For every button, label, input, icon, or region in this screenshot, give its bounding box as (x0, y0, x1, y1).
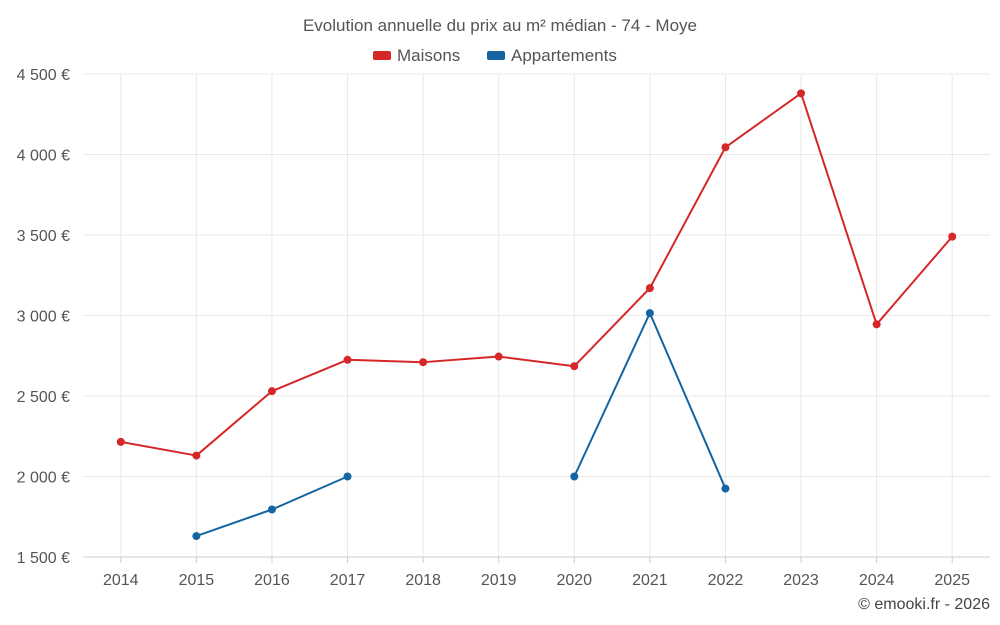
y-tick-label: 4 500 € (17, 67, 70, 84)
data-point-maisons[interactable] (116, 437, 125, 446)
credit-text: © emooki.fr - 2026 (858, 596, 990, 613)
x-tick-label: 2025 (934, 572, 970, 589)
legend: Maisons Appartements (373, 46, 617, 65)
chart-title: Evolution annuelle du prix au m² médian … (303, 16, 697, 35)
legend-item-appartements[interactable]: Appartements (487, 46, 617, 65)
series-line-maisons (120, 92, 953, 457)
x-tick-label: 2020 (556, 572, 592, 589)
x-tick-label: 2016 (254, 572, 290, 589)
x-tick-label: 2021 (632, 572, 668, 589)
data-point-appartements[interactable] (721, 484, 730, 493)
data-point-maisons[interactable] (267, 387, 276, 396)
legend-item-maisons[interactable]: Maisons (373, 46, 460, 65)
x-tick-label: 2017 (330, 572, 366, 589)
data-point-maisons[interactable] (494, 352, 503, 361)
data-point-appartements[interactable] (267, 505, 276, 514)
legend-swatch (373, 51, 391, 60)
series-lines (120, 92, 953, 538)
legend-label: Appartements (511, 46, 617, 65)
y-tick-label: 2 500 € (17, 389, 70, 406)
data-point-appartements[interactable] (192, 532, 201, 541)
axes: 1 500 € 2 000 € 2 500 € 3 000 € 3 500 € 4 000… (17, 67, 990, 589)
y-tick-label: 3 000 € (17, 309, 70, 326)
data-point-maisons[interactable] (419, 358, 428, 367)
data-point-maisons[interactable] (797, 89, 806, 98)
x-tick-label: 2018 (405, 572, 441, 589)
x-tick-label: 2019 (481, 572, 517, 589)
data-point-maisons[interactable] (343, 355, 352, 364)
y-tick-label: 4 000 € (17, 148, 70, 165)
legend-label: Maisons (397, 46, 460, 65)
data-point-appartements[interactable] (343, 472, 352, 481)
grid (83, 73, 990, 557)
data-point-maisons[interactable] (192, 451, 201, 460)
data-point-maisons[interactable] (570, 362, 579, 371)
x-tick-label: 2022 (708, 572, 744, 589)
data-point-appartements[interactable] (570, 472, 579, 481)
y-tick-label: 2 000 € (17, 470, 70, 487)
x-tick-label: 2024 (859, 572, 895, 589)
data-points (116, 89, 957, 541)
x-tick-label: 2015 (179, 572, 215, 589)
data-point-maisons[interactable] (948, 232, 957, 241)
x-tick-label: 2014 (103, 572, 139, 589)
y-tick-label: 1 500 € (17, 550, 70, 567)
legend-swatch (487, 51, 505, 60)
data-point-maisons[interactable] (645, 284, 654, 293)
data-point-appartements[interactable] (645, 309, 654, 318)
data-point-maisons[interactable] (872, 320, 881, 329)
data-point-maisons[interactable] (721, 143, 730, 152)
x-tick-label: 2023 (783, 572, 819, 589)
y-tick-label: 3 500 € (17, 228, 70, 245)
